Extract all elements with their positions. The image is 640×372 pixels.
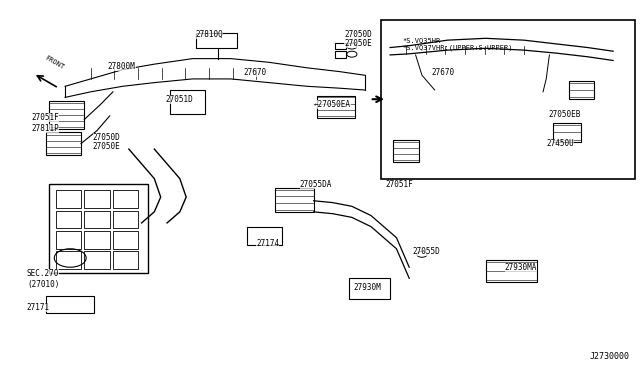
Text: 27051F: 27051F: [31, 113, 59, 122]
Text: 27055DA: 27055DA: [300, 180, 332, 189]
Bar: [246, 227, 282, 245]
Bar: [56, 190, 81, 208]
Bar: [56, 231, 81, 249]
Bar: [46, 296, 94, 313]
Text: ←27050EA: ←27050EA: [314, 100, 351, 109]
Bar: [394, 140, 419, 162]
Text: J2730000: J2730000: [589, 352, 629, 361]
Bar: [56, 211, 81, 228]
Text: 27174: 27174: [256, 239, 280, 248]
Text: *S.VQ35HR: *S.VQ35HR: [403, 37, 441, 43]
Text: 27055D: 27055D: [412, 247, 440, 256]
Text: 27051F: 27051F: [385, 180, 413, 189]
Bar: [49, 184, 148, 273]
Text: SEC.270
(27010): SEC.270 (27010): [27, 269, 60, 289]
Bar: [335, 51, 346, 58]
Bar: [196, 33, 237, 48]
Bar: [113, 251, 138, 269]
Bar: [335, 43, 346, 49]
Text: 27171: 27171: [27, 302, 50, 312]
Bar: [46, 132, 81, 155]
Text: 27930MA: 27930MA: [505, 263, 537, 272]
Bar: [170, 90, 205, 114]
Text: 27050D: 27050D: [344, 30, 372, 39]
Text: 27930M: 27930M: [353, 283, 381, 292]
Text: FRONT: FRONT: [44, 55, 65, 71]
Text: 27670: 27670: [244, 68, 267, 77]
Text: 27050EB: 27050EB: [548, 110, 580, 119]
Text: 27811P: 27811P: [31, 124, 59, 133]
Text: 27050E: 27050E: [344, 39, 372, 48]
Bar: [349, 278, 390, 299]
Text: 27050D: 27050D: [93, 133, 120, 142]
Bar: [56, 251, 81, 269]
Bar: [486, 260, 537, 282]
Bar: [84, 211, 109, 228]
Bar: [568, 81, 594, 99]
Bar: [84, 231, 109, 249]
Text: 27670: 27670: [431, 68, 454, 77]
Bar: [113, 190, 138, 208]
Text: 27800M: 27800M: [108, 61, 136, 71]
Bar: [552, 123, 581, 142]
Bar: [84, 190, 109, 208]
Bar: [84, 251, 109, 269]
Bar: [113, 211, 138, 228]
Bar: [275, 188, 314, 212]
Bar: [317, 96, 355, 118]
Text: *S.VQ37VHR:(UPPER+S.UPPER): *S.VQ37VHR:(UPPER+S.UPPER): [403, 44, 513, 51]
Text: 27450U: 27450U: [546, 139, 574, 148]
Bar: [113, 231, 138, 249]
Bar: [49, 101, 84, 129]
Text: 27051D: 27051D: [166, 96, 193, 105]
Text: 27810Q: 27810Q: [196, 30, 223, 39]
Text: 27050E: 27050E: [93, 142, 120, 151]
Bar: [381, 20, 636, 179]
